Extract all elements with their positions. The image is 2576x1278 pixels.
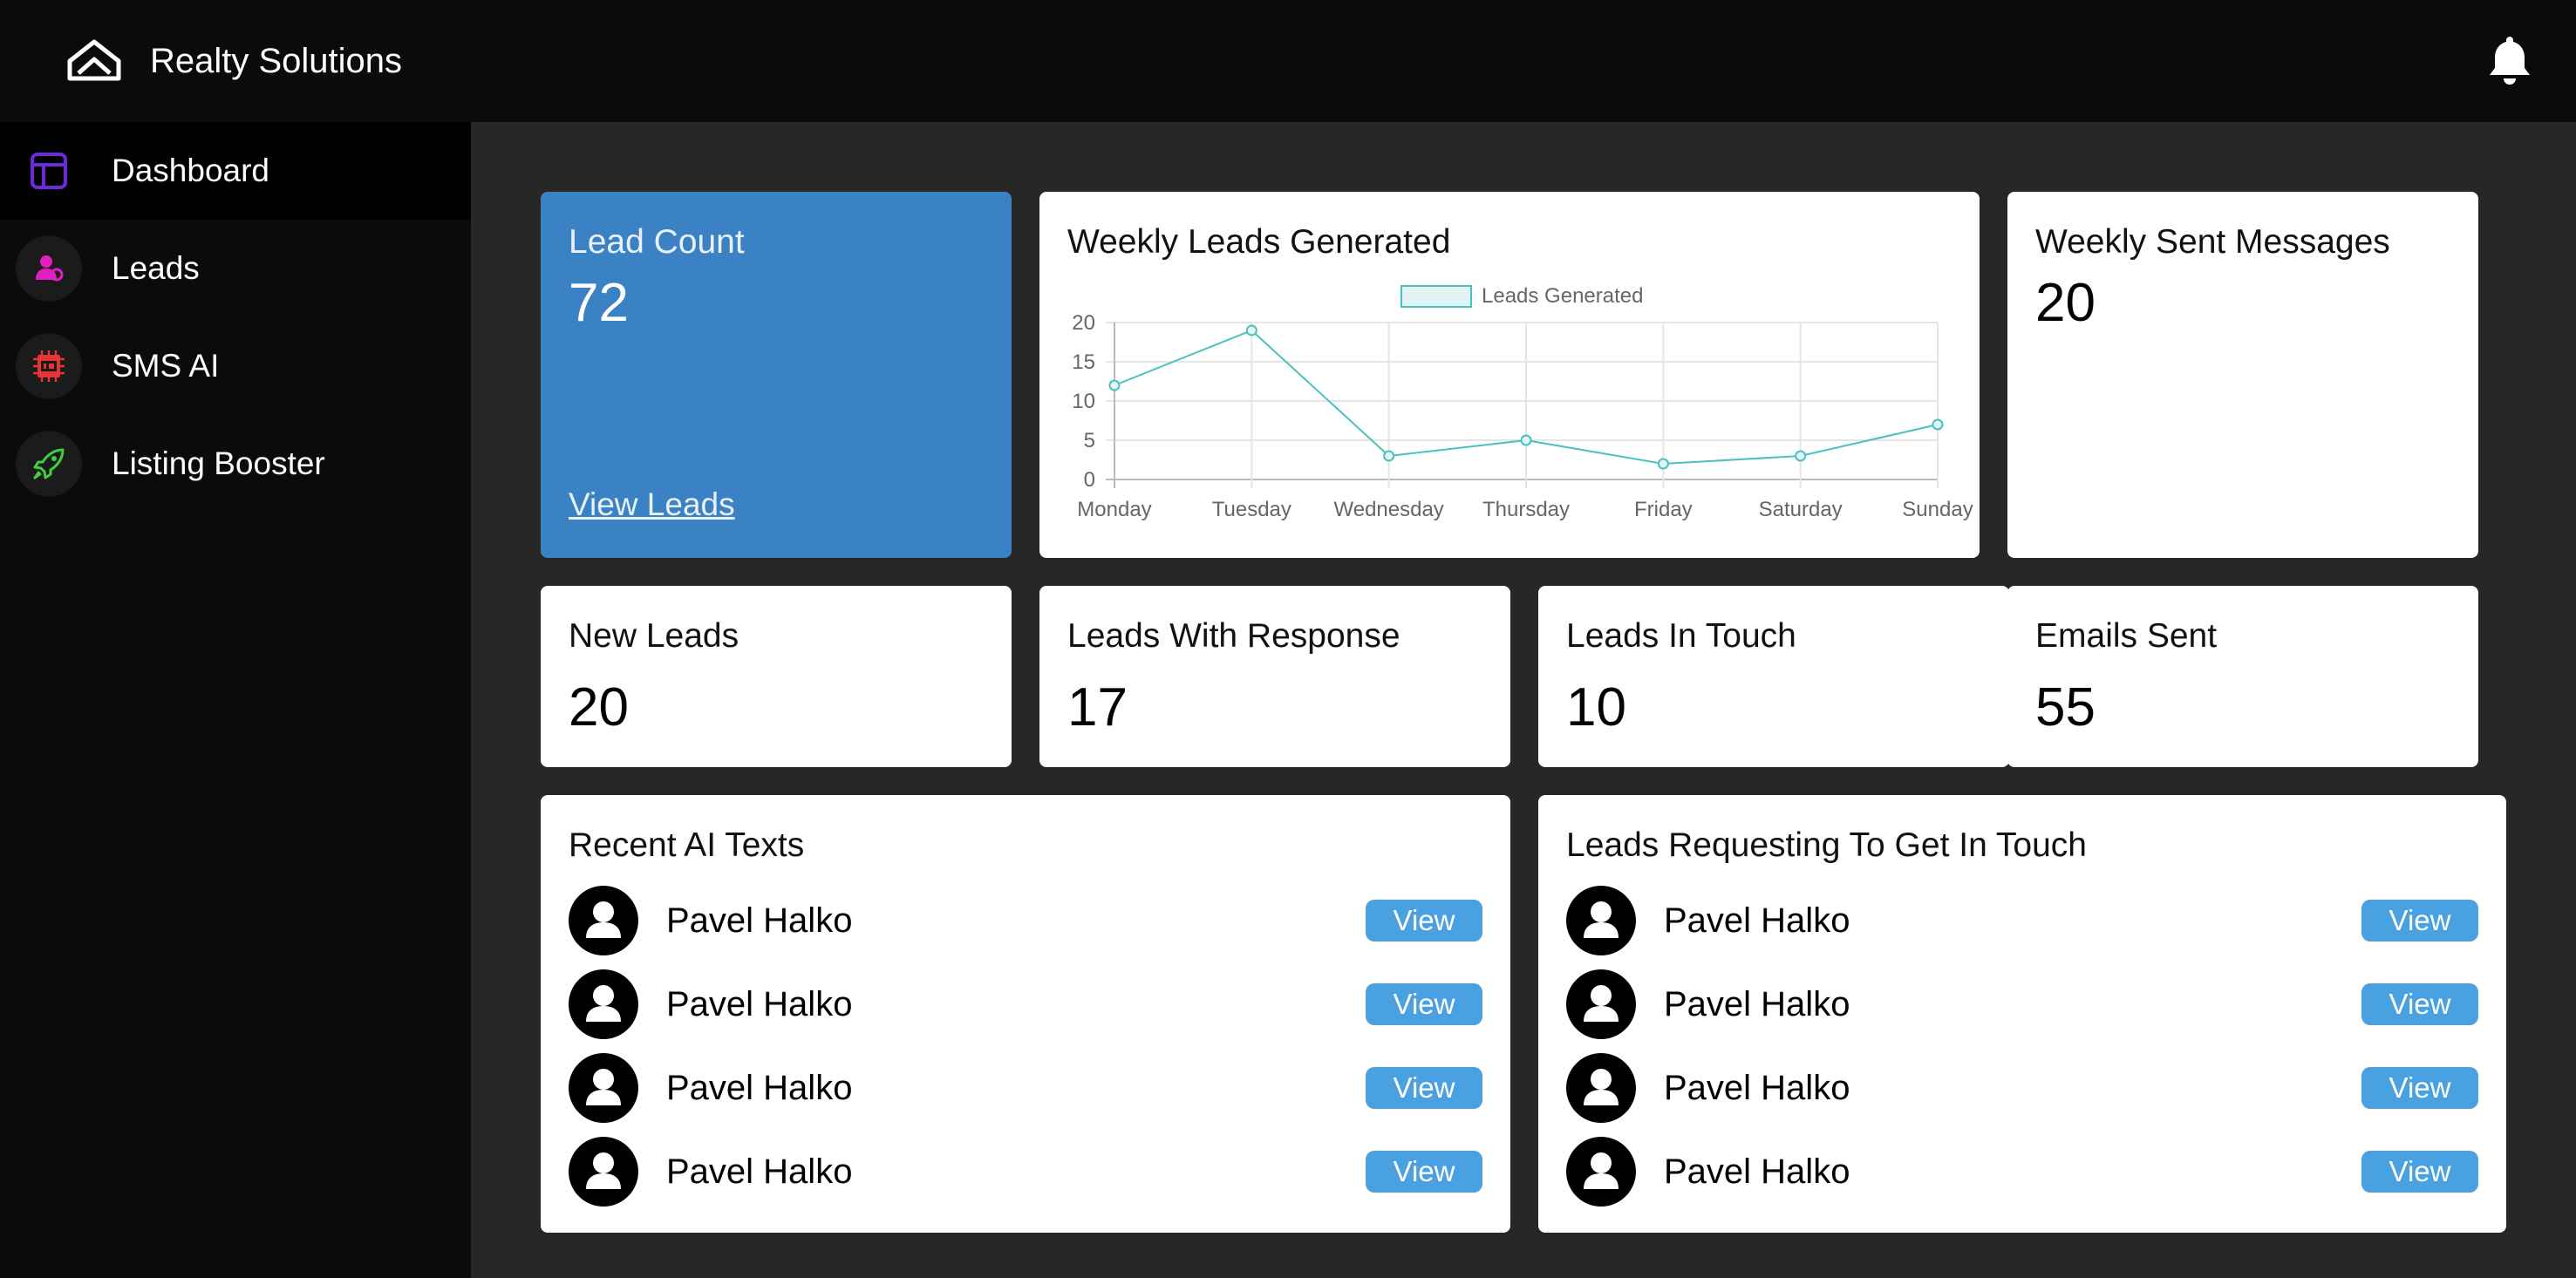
avatar-icon <box>569 886 638 955</box>
sidebar-item-label: Leads <box>112 250 200 286</box>
user-icon <box>16 235 82 302</box>
avatar-icon <box>1566 1137 1636 1207</box>
x-tick-label: Sunday <box>1902 498 1973 521</box>
sidebar: Dashboard Leads <box>0 122 471 1278</box>
weekly-leads-chart: Leads Generated 0 5 10 15 20 Monday Tuesday Wedn… <box>1072 284 1973 521</box>
leads-with-response-value: 17 <box>1067 677 1128 738</box>
x-tick-label: Thursday <box>1482 498 1570 521</box>
y-tick-label: 20 <box>1072 311 1095 335</box>
sidebar-item-listing-booster[interactable]: Listing Booster <box>0 415 471 513</box>
sidebar-item-dashboard[interactable]: Dashboard <box>0 122 471 220</box>
sidebar-item-label: Dashboard <box>112 153 270 188</box>
card-title: Recent AI Texts <box>569 826 805 864</box>
view-button[interactable]: View <box>2361 1151 2478 1193</box>
lead-name: Pavel Halko <box>666 984 853 1023</box>
card-title: New Leads <box>569 617 739 655</box>
leads-with-response-card: Leads With Response 17 <box>1039 586 1510 767</box>
data-point <box>1108 379 1121 391</box>
data-point <box>1520 434 1532 446</box>
legend-label: Leads Generated <box>1482 284 1643 308</box>
card-title: Lead Count <box>569 223 745 261</box>
y-tick-label: 15 <box>1072 350 1095 374</box>
y-tick-label: 5 <box>1084 429 1095 452</box>
view-button[interactable]: View <box>1366 1151 1482 1193</box>
leads-in-touch-value: 10 <box>1566 677 1626 738</box>
lead-name: Pavel Halko <box>666 1068 853 1107</box>
view-button[interactable]: View <box>2361 900 2478 942</box>
data-point <box>1932 418 1944 431</box>
list-item: Pavel Halko <box>1566 1053 1850 1123</box>
lead-count-value: 72 <box>569 273 629 333</box>
lead-name: Pavel Halko <box>666 901 853 940</box>
brand[interactable]: Realty Solutions <box>66 38 402 84</box>
lead-name: Pavel Halko <box>1664 1152 1850 1191</box>
list-item: Pavel Halko <box>569 969 852 1039</box>
list-item: Pavel Halko <box>569 1053 852 1123</box>
lead-name: Pavel Halko <box>666 1152 853 1191</box>
leads-requesting-card: Leads Requesting To Get In Touch Pavel H… <box>1538 795 2506 1233</box>
list-item: Pavel Halko <box>569 886 852 955</box>
new-leads-card: New Leads 20 <box>541 586 1012 767</box>
view-button[interactable]: View <box>2361 983 2478 1025</box>
list-item: Pavel Halko <box>1566 886 1850 955</box>
x-tick-label: Monday <box>1077 498 1151 521</box>
rocket-icon <box>16 431 82 497</box>
sidebar-item-label: SMS AI <box>112 348 220 384</box>
bell-icon[interactable] <box>2487 35 2532 85</box>
avatar-icon <box>1566 1053 1636 1123</box>
sidebar-item-leads[interactable]: Leads <box>0 220 471 317</box>
y-tick-label: 0 <box>1084 468 1095 492</box>
recent-ai-texts-card: Recent AI Texts Pavel Halko View Pavel Hal… <box>541 795 1510 1233</box>
brand-name: Realty Solutions <box>150 41 403 80</box>
avatar-icon <box>569 969 638 1039</box>
view-button[interactable]: View <box>1366 983 1482 1025</box>
list-item: Pavel Halko <box>569 1137 852 1207</box>
view-button[interactable]: View <box>1366 1067 1482 1109</box>
avatar-icon <box>1566 969 1636 1039</box>
data-point <box>1245 324 1257 336</box>
card-title: Leads In Touch <box>1566 617 1796 655</box>
list-item: Pavel Halko <box>1566 969 1850 1039</box>
emails-sent-value: 55 <box>2035 677 2096 738</box>
weekly-messages-value: 20 <box>2035 273 2096 333</box>
top-header: Realty Solutions <box>0 0 2576 122</box>
card-title: Weekly Sent Messages <box>2035 223 2390 261</box>
sidebar-item-label: Listing Booster <box>112 445 325 481</box>
data-point <box>1795 450 1807 462</box>
sidebar-item-sms-ai[interactable]: SMS AI <box>0 317 471 415</box>
data-point <box>1383 450 1395 462</box>
card-title: Leads Requesting To Get In Touch <box>1566 826 2087 864</box>
weekly-messages-card: Weekly Sent Messages 20 <box>2007 192 2478 558</box>
avatar-icon <box>569 1137 638 1207</box>
lead-count-card: Lead Count 72 View Leads <box>541 192 1012 558</box>
x-tick-label: Tuesday <box>1212 498 1291 521</box>
x-tick-label: Friday <box>1634 498 1693 521</box>
view-button[interactable]: View <box>2361 1067 2478 1109</box>
data-point <box>1657 458 1669 470</box>
card-title: Emails Sent <box>2035 617 2218 655</box>
lead-name: Pavel Halko <box>1664 901 1850 940</box>
avatar-icon <box>569 1053 638 1123</box>
avatar-icon <box>1566 886 1636 955</box>
ai-chip-icon <box>16 333 82 399</box>
lead-name: Pavel Halko <box>1664 984 1850 1023</box>
weekly-leads-chart-card: Weekly Leads Generated Leads Generated 0 5… <box>1039 192 1980 558</box>
card-title: Weekly Leads Generated <box>1067 223 1451 261</box>
lead-name: Pavel Halko <box>1664 1068 1850 1107</box>
y-tick-label: 10 <box>1072 390 1095 413</box>
x-tick-label: Wednesday <box>1334 498 1444 521</box>
emails-sent-card: Emails Sent 55 <box>2007 586 2478 767</box>
dashboard-icon <box>16 138 82 204</box>
main-content: Lead Count 72 View Leads Weekly Leads Ge… <box>471 122 2576 1278</box>
new-leads-value: 20 <box>569 677 629 738</box>
leads-in-touch-card: Leads In Touch 10 <box>1538 586 2009 767</box>
house-logo-icon <box>67 39 121 81</box>
view-button[interactable]: View <box>1366 900 1482 942</box>
card-title: Leads With Response <box>1067 617 1400 655</box>
view-leads-link[interactable]: View Leads <box>569 486 735 522</box>
x-tick-label: Saturday <box>1759 498 1843 521</box>
list-item: Pavel Halko <box>1566 1137 1850 1207</box>
legend-swatch <box>1400 285 1472 308</box>
